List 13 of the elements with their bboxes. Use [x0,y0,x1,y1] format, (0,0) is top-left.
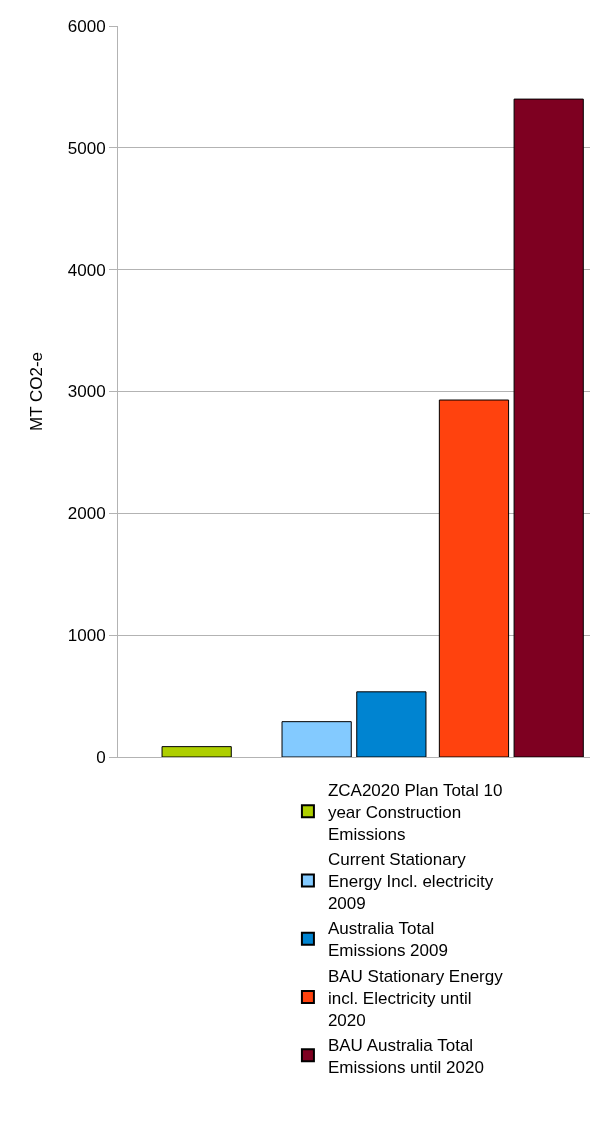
y-tick-label: 6000 [67,16,106,36]
y-tick-label: 3000 [67,382,106,402]
y-axis-title: MT CO2-e [27,351,47,432]
legend-label: BAU Stationary Energy incl. Electricity until 2020 [327,966,504,1030]
y-tick-label: 0 [96,747,106,767]
y-tick-label: 1000 [67,626,106,646]
legend-label: Current Stationary Energy Incl. electricity 2009 [327,850,494,914]
legend-label: Australia Total Emissions 2009 [327,919,448,961]
y-tick-label: 2000 [67,504,106,524]
legend-label: BAU Australia Total Emissions until 2020 [327,1035,484,1077]
y-tick-label: 5000 [67,138,106,158]
y-tick-label: 4000 [67,260,106,280]
legend-label: ZCA2020 Plan Total 10 year Construction Emissions [327,780,503,844]
